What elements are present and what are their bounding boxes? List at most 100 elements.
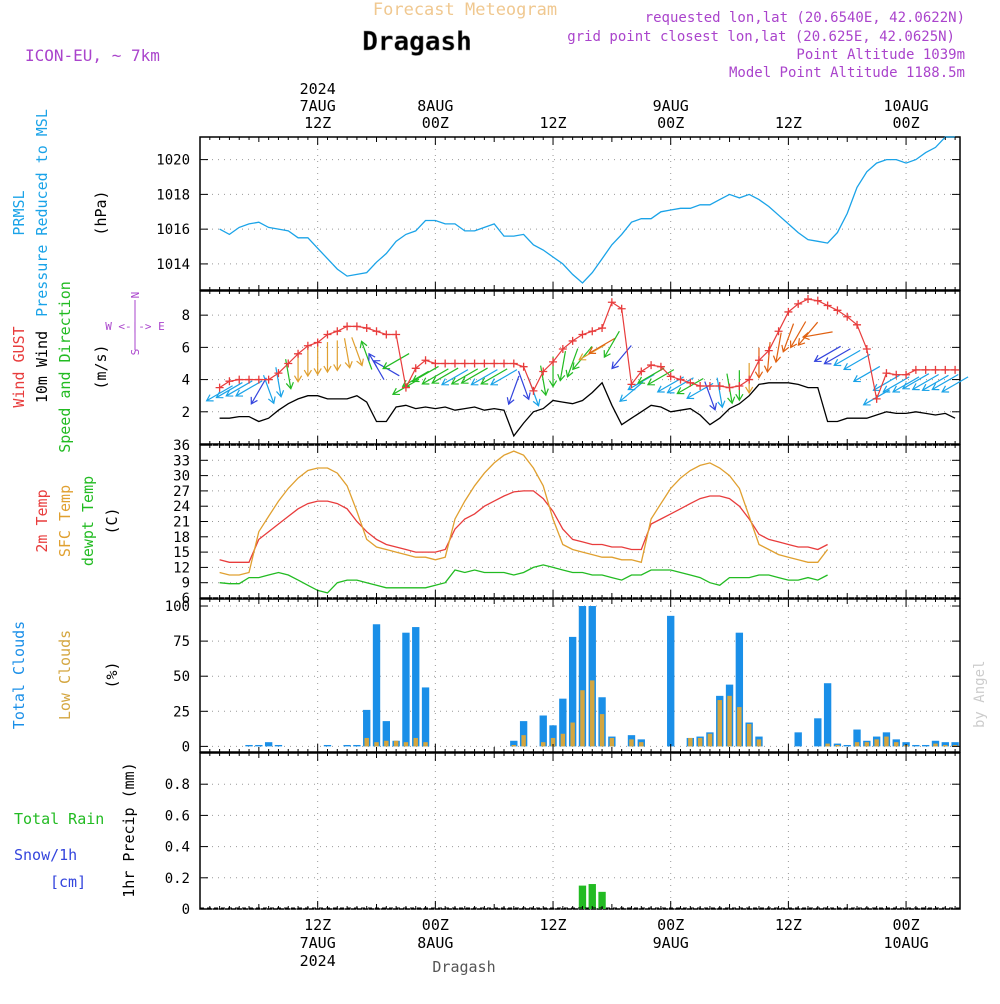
low-cloud-bar bbox=[521, 735, 526, 747]
wind-gust-marker bbox=[725, 383, 734, 392]
wind-gust-marker bbox=[421, 356, 430, 365]
wind-gust-marker bbox=[372, 327, 381, 336]
wind-barb-head bbox=[303, 369, 312, 378]
wind-barb-head bbox=[833, 358, 842, 367]
wind-barb-head bbox=[431, 376, 440, 384]
wind-gust-marker bbox=[647, 361, 656, 370]
bottom-axis-label: 12Z bbox=[775, 916, 802, 934]
total-cloud-bar bbox=[363, 709, 371, 747]
dewpoint-label: dewpt Temp bbox=[79, 476, 97, 566]
wind-gust-marker bbox=[892, 370, 901, 379]
requested-coords: requested lon,lat (20.6540E, 42.0622N) bbox=[645, 10, 965, 26]
footer-credit: by Angel bbox=[972, 661, 988, 728]
y-tick-label: 0.6 bbox=[165, 808, 190, 824]
temp-sfc-label: SFC Temp bbox=[56, 485, 74, 557]
wind-gust-marker bbox=[784, 307, 793, 316]
wind-barb-head bbox=[532, 398, 541, 407]
low-cloud-bar bbox=[590, 680, 595, 747]
total-cloud-bar bbox=[343, 744, 351, 747]
wind-barb bbox=[922, 374, 949, 391]
low-cloud-bar bbox=[707, 733, 713, 747]
wind-barb-head bbox=[522, 392, 531, 401]
pressure-panel bbox=[199, 136, 961, 291]
bottom-axis-label: 8AUG bbox=[417, 934, 453, 952]
total-cloud-bar bbox=[853, 729, 861, 747]
wind-gust-marker bbox=[951, 365, 960, 374]
wind-barb-head bbox=[843, 362, 852, 371]
low-cloud-bar bbox=[894, 742, 899, 747]
total-cloud-bar bbox=[402, 632, 410, 747]
wind-barb-head bbox=[480, 377, 489, 385]
wind-barb-head bbox=[557, 373, 566, 382]
total-cloud-bar bbox=[951, 742, 959, 747]
wind-gust-marker bbox=[558, 344, 567, 353]
pressure-label-long: Pressure Reduced to MSL bbox=[33, 109, 51, 317]
wind-barb-head bbox=[797, 338, 806, 347]
wind-barb bbox=[843, 353, 871, 370]
wind-barb bbox=[451, 368, 479, 385]
wind-barb bbox=[382, 353, 410, 370]
wind-barb-head bbox=[391, 387, 400, 396]
wind-gust-marker bbox=[254, 375, 263, 384]
wind-barb bbox=[250, 377, 267, 405]
wind-barb-head bbox=[267, 396, 276, 405]
point-altitude: Point Altitude 1039m bbox=[796, 47, 965, 63]
y-tick-label: 30 bbox=[173, 469, 190, 485]
wind-gust-marker bbox=[588, 327, 597, 336]
wind-gust-marker bbox=[627, 380, 636, 389]
total-cloud-bar bbox=[578, 606, 587, 747]
wind-barb-head bbox=[540, 388, 549, 397]
axis-layer: 1014101610181020246869121518212427303336… bbox=[156, 80, 960, 970]
wind-barb-head bbox=[627, 383, 636, 391]
wind-barb bbox=[892, 376, 920, 393]
wind-gust-marker bbox=[853, 320, 862, 329]
wind-barb bbox=[775, 332, 782, 363]
wind-barb-head bbox=[572, 362, 580, 371]
wind-barb bbox=[517, 370, 530, 400]
top-axis-label: 12Z bbox=[539, 114, 566, 132]
wind-barb-head bbox=[813, 354, 822, 363]
wind-gust-marker bbox=[676, 375, 685, 384]
bottom-axis-label: 00Z bbox=[893, 916, 920, 934]
rain-bar bbox=[578, 885, 587, 909]
wind-barb bbox=[931, 373, 959, 391]
wind-barb bbox=[206, 385, 233, 402]
total-cloud-bar bbox=[941, 742, 949, 747]
wind-direction-label: Speed and Direction bbox=[56, 281, 74, 453]
wind-barb-head bbox=[368, 352, 376, 361]
wind-barb-head bbox=[709, 402, 717, 411]
rain-bar bbox=[588, 884, 596, 909]
y-tick-label: 0.4 bbox=[165, 840, 190, 856]
wind-barb-head bbox=[754, 371, 764, 379]
low-cloud-bar bbox=[609, 737, 615, 747]
low-cloud-bar bbox=[756, 739, 762, 747]
low-cloud-bar bbox=[727, 695, 732, 747]
wind-barb-head bbox=[911, 383, 920, 391]
wind-gust-marker bbox=[490, 359, 499, 368]
y-tick-label: 0.2 bbox=[165, 871, 190, 887]
wind-barb-head bbox=[656, 385, 665, 393]
wind-barb bbox=[412, 365, 439, 382]
wind-gust-marker bbox=[823, 301, 832, 310]
wind-barb bbox=[603, 330, 620, 358]
snow-label: Snow/1h bbox=[14, 846, 77, 864]
y-tick-label: 27 bbox=[173, 484, 190, 500]
wind-gust-marker bbox=[794, 299, 803, 308]
wind-barb bbox=[431, 367, 459, 384]
pressure-unit: (hPa) bbox=[92, 190, 110, 235]
low-cloud-bar bbox=[511, 744, 517, 747]
model-label: ICON-EU, ~ 7km bbox=[25, 46, 160, 65]
wind-barb-head bbox=[205, 394, 214, 402]
y-tick-label: 18 bbox=[173, 530, 190, 546]
wind-barb bbox=[235, 380, 263, 397]
wind-barb-head bbox=[735, 393, 744, 402]
wind-barb-head bbox=[931, 383, 940, 391]
wind-barb bbox=[402, 370, 430, 387]
wind-gust-marker bbox=[754, 356, 763, 365]
bottom-axis-label: 9AUG bbox=[653, 934, 689, 952]
grid-layer bbox=[200, 137, 960, 910]
total-cloud-bar bbox=[412, 627, 420, 747]
wind-barb bbox=[667, 377, 694, 394]
total-cloud-bar bbox=[519, 721, 528, 747]
